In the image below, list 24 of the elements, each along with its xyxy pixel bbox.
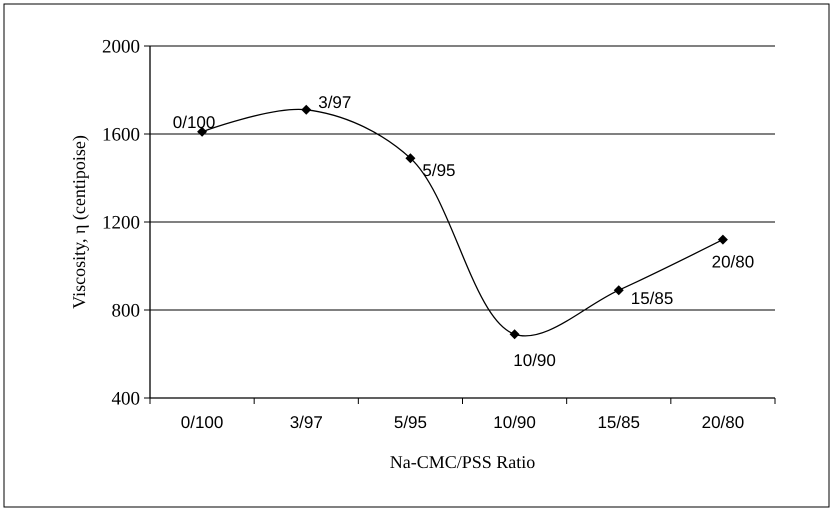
annotation: 3/97 (318, 92, 352, 112)
y-axis-title: Viscosity, η (centipoise) (69, 135, 89, 309)
x-tick-label: 5/95 (394, 413, 427, 432)
y-tick-label: 800 (112, 300, 140, 322)
point (614, 285, 624, 296)
point (718, 234, 728, 245)
x-tick-label: 0/100 (180, 413, 224, 432)
point (301, 104, 312, 115)
point (405, 153, 416, 164)
annotation: 0/100 (172, 112, 216, 132)
x-axis-title: Na-CMC/PSS Ratio (390, 452, 536, 472)
point (510, 329, 520, 340)
annotation: 20/80 (712, 252, 754, 272)
x-tick-label: 20/80 (702, 413, 744, 432)
x-tick-label: 10/90 (493, 413, 536, 432)
annotation: 5/95 (422, 161, 456, 180)
annotation: 10/90 (513, 351, 556, 370)
y-tick-label: 1600 (102, 124, 140, 146)
y-tick-label: 2000 (102, 36, 140, 58)
x-tick-label: 15/85 (597, 413, 640, 432)
x-tick-label: 3/97 (290, 413, 323, 432)
annotation: 15/85 (630, 289, 674, 308)
y-tick-label: 1200 (102, 212, 140, 234)
y-tick-label: 400 (112, 388, 140, 410)
